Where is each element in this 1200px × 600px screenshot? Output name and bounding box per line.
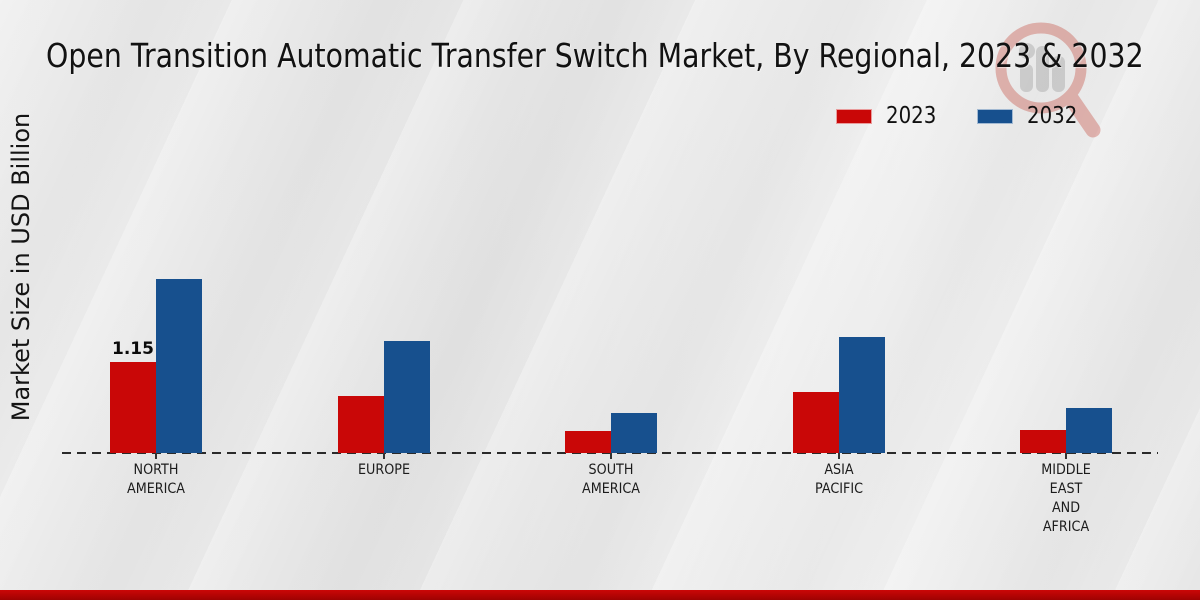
bar-2032-middle-east-and-africa: [1066, 408, 1112, 453]
bar-value-label-2023-north-america: 1.15: [112, 339, 154, 359]
category-label-line: EAST: [1049, 481, 1083, 497]
category-label-line: EUROPE: [357, 462, 410, 478]
bar-2032-south-america: [611, 413, 657, 453]
category-label-line: AMERICA: [126, 481, 186, 497]
legend-label-2032: 2032: [1026, 103, 1077, 129]
category-label-line: ASIA: [823, 462, 854, 478]
bar-2032-europe: [383, 341, 430, 453]
chart-title: Open Transition Automatic Transfer Switc…: [46, 36, 1144, 75]
category-label-line: NORTH: [133, 462, 179, 478]
bar-2023-middle-east-and-africa: [1020, 430, 1066, 453]
axis-tick-south-america: [610, 453, 612, 459]
category-label-south-america: SOUTH AMERICA: [545, 461, 677, 499]
category-label-north-america: NORTH AMERICA: [90, 461, 222, 499]
legend-label-2023: 2023: [886, 103, 937, 129]
legend: 2023 2032: [836, 103, 1085, 129]
axis-tick-north-america: [155, 453, 157, 459]
category-label-line: AMERICA: [581, 481, 641, 497]
category-label-line: PACIFIC: [814, 481, 863, 497]
bottom-accent-bar: [0, 590, 1200, 600]
legend-item-2023: 2023: [836, 103, 945, 129]
bar-2023-europe: [337, 396, 384, 453]
legend-swatch-2023: [836, 108, 872, 124]
magnifier-bar-chart-watermark-icon: [993, 18, 1103, 143]
bar-2032-north-america: [156, 279, 202, 453]
bar-2032-asia-pacific: [838, 337, 885, 453]
category-label-line: MIDDLE: [1041, 462, 1091, 478]
category-label-middle-east-and-africa: MIDDLE EAST AND AFRICA: [1000, 461, 1132, 537]
axis-tick-asia-pacific: [837, 453, 840, 459]
legend-item-2032: 2032: [976, 103, 1086, 129]
bar-2023-south-america: [565, 431, 611, 453]
legend-swatch-2032: [976, 108, 1013, 124]
axis-tick-middle-east-and-africa: [1065, 453, 1067, 459]
bar-2023-north-america: [110, 362, 156, 453]
category-label-europe: EUROPE: [318, 461, 450, 480]
category-label-asia-pacific: ASIA PACIFIC: [773, 461, 905, 499]
category-label-line: AND: [1051, 500, 1081, 516]
bar-2023-asia-pacific: [792, 392, 839, 453]
category-label-line: AFRICA: [1042, 519, 1090, 535]
category-label-line: SOUTH: [588, 462, 634, 478]
axis-tick-europe: [382, 453, 385, 459]
